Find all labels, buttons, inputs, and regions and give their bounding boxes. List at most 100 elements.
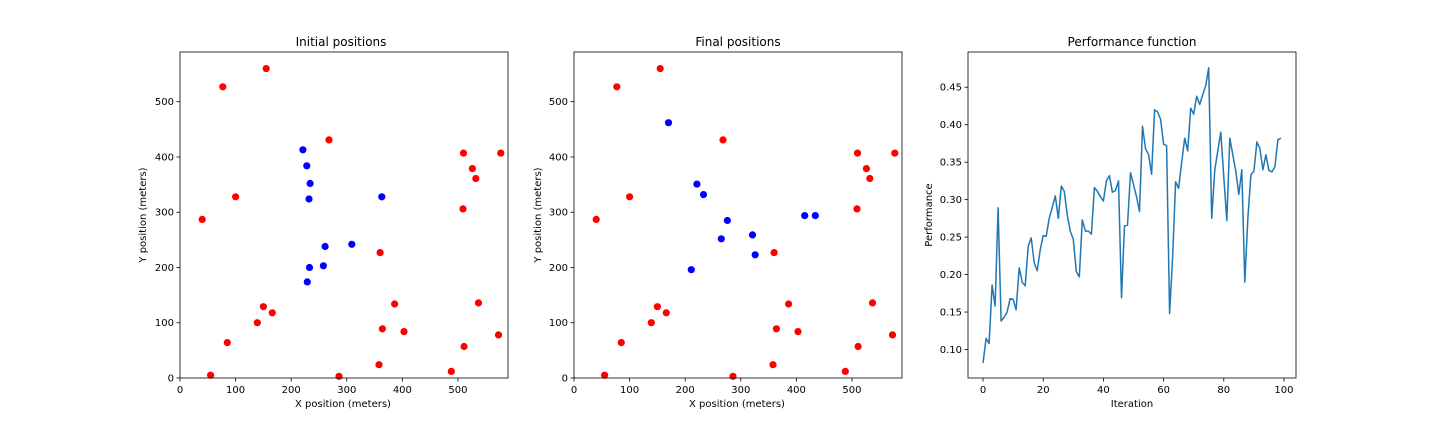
red-point — [772, 325, 781, 333]
blue-point — [305, 263, 314, 272]
red-point — [259, 303, 267, 311]
blue-point — [303, 278, 311, 286]
red-point — [769, 361, 777, 369]
red-point — [459, 205, 467, 213]
x-tick-label: 100 — [226, 385, 245, 396]
red-point — [729, 372, 737, 380]
blue-point — [723, 216, 732, 225]
x-tick-label: 200 — [676, 385, 695, 396]
blue-point — [664, 119, 673, 127]
red-point — [207, 371, 215, 379]
red-point — [868, 299, 877, 307]
y-tick-label: 400 — [155, 152, 174, 163]
x-tick-label: 0 — [571, 385, 577, 396]
red-point — [891, 149, 899, 157]
axes-frame — [573, 51, 903, 379]
blue-point — [748, 231, 757, 239]
x-tick-label: 500 — [448, 385, 467, 396]
x-tick-label: 500 — [842, 385, 861, 396]
red-point — [853, 149, 862, 157]
red-point — [376, 249, 384, 257]
y-tick-label: 500 — [549, 97, 568, 108]
y-tick-label: 100 — [549, 318, 568, 329]
blue-point — [321, 242, 329, 251]
blue-point — [811, 212, 819, 220]
red-point — [378, 325, 386, 333]
red-point — [662, 309, 670, 317]
x-tick-label: 80 — [1217, 385, 1230, 396]
x-axis-label: X position (meters) — [689, 399, 785, 410]
x-tick-label: 60 — [1157, 385, 1170, 396]
performance-line — [982, 66, 1282, 364]
x-tick-label: 20 — [1037, 385, 1050, 396]
red-point — [335, 372, 343, 380]
blue-point — [305, 195, 313, 203]
x-axis-label: Iteration — [1111, 399, 1153, 410]
red-point — [232, 193, 240, 201]
red-point — [198, 215, 206, 223]
y-tick-label: 200 — [155, 263, 174, 274]
red-point — [459, 149, 468, 157]
blue-point — [319, 262, 327, 270]
blue-point — [306, 179, 314, 188]
red-point — [794, 328, 802, 336]
chart-title: Initial positions — [296, 35, 387, 49]
blue-point — [693, 180, 701, 188]
y-tick-label: 0 — [168, 374, 174, 385]
x-tick-label: 100 — [1274, 385, 1293, 396]
red-point — [447, 367, 455, 375]
x-tick-label: 400 — [393, 385, 412, 396]
x-tick-label: 200 — [282, 385, 301, 396]
red-point — [653, 303, 662, 311]
y-tick-label: 300 — [155, 208, 174, 219]
axes-frame — [967, 51, 1297, 379]
chart-title: Final positions — [695, 35, 780, 49]
blue-point — [751, 251, 759, 259]
red-point — [656, 65, 664, 73]
blue-point — [801, 212, 809, 220]
red-point — [647, 319, 655, 327]
blue-point — [717, 235, 725, 243]
red-point — [262, 65, 270, 73]
y-tick-label: 400 — [549, 152, 568, 163]
red-point — [613, 83, 621, 91]
red-point — [601, 371, 609, 379]
red-point — [770, 249, 778, 257]
red-point — [325, 136, 333, 144]
x-tick-label: 300 — [731, 385, 750, 396]
initial-positions-chart: Initial positions X position (meters) Y … — [138, 35, 509, 410]
x-tick-label: 0 — [177, 385, 183, 396]
blue-point — [303, 162, 311, 170]
final-positions-chart: Final positions X position (meters) Y po… — [533, 35, 903, 410]
x-tick-label: 0 — [980, 385, 986, 396]
x-axis-label: X position (meters) — [295, 399, 391, 410]
y-tick-label: 0.10 — [940, 345, 962, 356]
y-tick-label: 100 — [155, 318, 174, 329]
y-tick-label: 0.25 — [940, 233, 962, 244]
y-tick-label: 0.30 — [940, 195, 962, 206]
y-tick-label: 300 — [549, 208, 568, 219]
y-tick-label: 0.45 — [940, 83, 962, 94]
red-point — [472, 174, 480, 183]
red-point — [391, 300, 399, 308]
chart-title: Performance function — [1068, 35, 1197, 49]
y-tick-label: 0.20 — [940, 270, 962, 281]
red-point — [468, 165, 476, 173]
y-tick-label: 0.35 — [940, 158, 962, 169]
blue-point — [378, 193, 386, 201]
y-axis-label: Y position (meters) — [138, 167, 149, 263]
red-point — [400, 328, 408, 336]
red-point — [375, 361, 383, 369]
blue-point — [699, 191, 708, 199]
blue-point — [299, 146, 307, 154]
red-point — [268, 309, 276, 317]
performance-function-chart: Performance function Iteration Performan… — [924, 35, 1297, 410]
red-point — [626, 193, 634, 201]
red-point — [888, 331, 897, 339]
red-point — [253, 319, 261, 327]
red-point — [219, 83, 227, 91]
x-tick-label: 100 — [620, 385, 639, 396]
blue-point — [687, 266, 695, 274]
red-point — [494, 331, 503, 339]
red-point — [841, 367, 849, 375]
